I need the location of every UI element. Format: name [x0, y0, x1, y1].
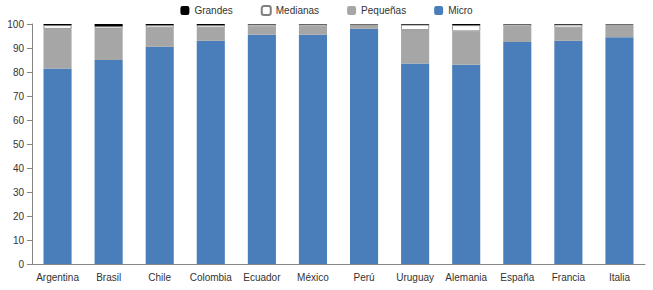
svg-text:Brasil: Brasil [96, 272, 121, 283]
svg-text:Italia: Italia [609, 272, 631, 283]
svg-text:60: 60 [13, 115, 25, 126]
svg-text:0: 0 [18, 259, 24, 270]
svg-text:Perú: Perú [353, 272, 374, 283]
svg-text:100: 100 [7, 19, 24, 30]
svg-text:30: 30 [13, 187, 25, 198]
svg-text:20: 20 [13, 211, 25, 222]
svg-text:10: 10 [13, 235, 25, 246]
svg-text:Pequeñas: Pequeñas [361, 5, 406, 16]
svg-text:España: España [500, 272, 534, 283]
svg-text:40: 40 [13, 163, 25, 174]
svg-text:80: 80 [13, 67, 25, 78]
svg-text:Alemania: Alemania [445, 272, 487, 283]
svg-text:Medianas: Medianas [276, 5, 319, 16]
svg-text:Grandes: Grandes [194, 5, 232, 16]
svg-text:Chile: Chile [148, 272, 171, 283]
svg-text:Uruguay: Uruguay [396, 272, 434, 283]
svg-text:Argentina: Argentina [36, 272, 79, 283]
svg-text:50: 50 [13, 139, 25, 150]
svg-text:Francia: Francia [552, 272, 586, 283]
svg-text:Micro: Micro [448, 5, 473, 16]
svg-text:90: 90 [13, 43, 25, 54]
svg-text:México: México [297, 272, 329, 283]
svg-text:Ecuador: Ecuador [243, 272, 281, 283]
svg-text:70: 70 [13, 91, 25, 102]
svg-text:Colombia: Colombia [190, 272, 233, 283]
